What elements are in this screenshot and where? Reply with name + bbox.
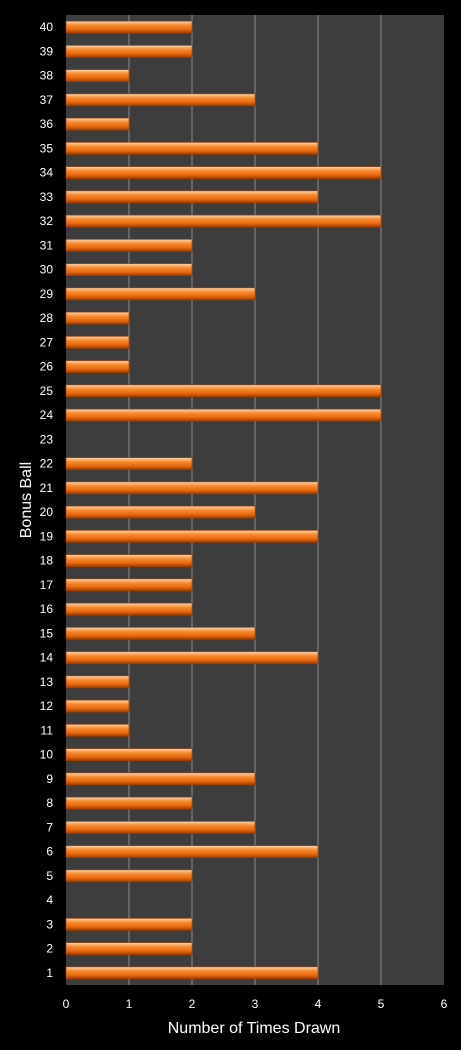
y-tick-label: 6 [46,845,53,859]
y-tick-label: 4 [46,893,53,907]
y-tick-label: 11 [41,723,54,737]
x-axis-title: Number of Times Drawn [168,1020,341,1037]
bar-6 [65,845,319,858]
bar-39 [65,45,193,58]
y-tick-label: 36 [40,117,54,131]
bar-17 [65,578,193,592]
y-tick-label: 12 [40,699,54,713]
bars [65,20,382,980]
x-tick-label: 0 [63,997,70,1011]
bar-7 [65,821,256,834]
y-tick-label: 20 [40,505,54,519]
bar-34 [65,166,382,179]
y-tick-label: 5 [46,869,53,883]
y-tick-label: 15 [40,626,54,640]
y-tick-label: 29 [40,287,54,301]
y-tick-label: 1 [46,966,53,980]
bar-35 [65,142,319,155]
bar-40 [65,20,193,34]
y-tick-label: 30 [40,263,54,277]
bar-22 [65,457,193,470]
y-tick-label: 32 [40,214,54,228]
bar-12 [65,699,130,713]
y-tick-label: 28 [40,311,54,325]
bar-32 [65,214,382,228]
y-tick-label: 22 [40,457,54,471]
x-tick-label: 1 [126,997,133,1011]
y-tick-label: 24 [40,408,54,422]
bar-13 [65,675,130,689]
bar-11 [65,724,130,737]
bar-27 [65,336,130,349]
y-tick-label: 19 [40,529,54,543]
y-tick-label: 10 [40,748,54,762]
y-tick-label: 3 [46,917,53,931]
bar-8 [65,796,193,810]
bar-18 [65,554,193,567]
y-tick-label: 13 [40,675,54,689]
bar-9 [65,772,256,786]
y-tick-label: 2 [46,942,53,956]
bar-25 [65,384,382,398]
y-tick-label: 40 [40,20,54,34]
y-tick-label: 18 [40,554,54,568]
bar-33 [65,190,319,204]
bar-30 [65,263,193,276]
y-tick-label: 39 [40,44,54,58]
bar-38 [65,69,130,82]
bar-20 [65,505,256,519]
bar-19 [65,530,319,543]
y-tick-label: 35 [40,141,54,155]
y-tick-label: 8 [46,796,53,810]
y-tick-label: 9 [46,772,53,786]
y-tick-label: 21 [40,481,54,495]
y-tick-label: 27 [40,335,54,349]
y-tick-label: 34 [40,166,54,180]
x-tick-labels: 0 1 2 3 4 5 6 [63,997,448,1011]
y-tick-label: 7 [46,820,53,834]
bar-16 [65,602,193,616]
bar-1 [65,966,319,980]
bar-31 [65,239,193,252]
x-tick-label: 3 [252,997,259,1011]
bar-28 [65,311,130,325]
bar-5 [65,869,193,883]
x-tick-label: 6 [441,997,448,1011]
bar-24 [65,408,382,422]
y-tick-label: 16 [40,602,54,616]
x-tick-label: 5 [378,997,385,1011]
y-tick-label: 25 [40,384,54,398]
bar-3 [65,918,193,931]
y-tick-label: 23 [40,432,54,446]
bar-36 [65,117,130,131]
x-tick-label: 4 [315,997,322,1011]
bar-10 [65,748,193,761]
x-tick-label: 2 [189,997,196,1011]
y-tick-label: 31 [40,238,54,252]
bar-26 [65,360,130,373]
y-tick-label: 38 [40,69,54,83]
y-tick-label: 17 [40,578,54,592]
y-tick-label: 37 [40,93,54,107]
y-tick-label: 14 [40,651,54,665]
bar-29 [65,287,256,301]
bar-21 [65,481,319,495]
y-tick-label: 33 [40,190,54,204]
y-tick-labels: 1234567891011121314151617181920212223242… [40,20,54,980]
y-tick-label: 26 [40,360,54,374]
bar-15 [65,627,256,640]
bar-37 [65,93,256,107]
bar-2 [65,942,193,955]
bar-14 [65,651,319,664]
y-axis-title: Bonus Ball [18,462,35,539]
